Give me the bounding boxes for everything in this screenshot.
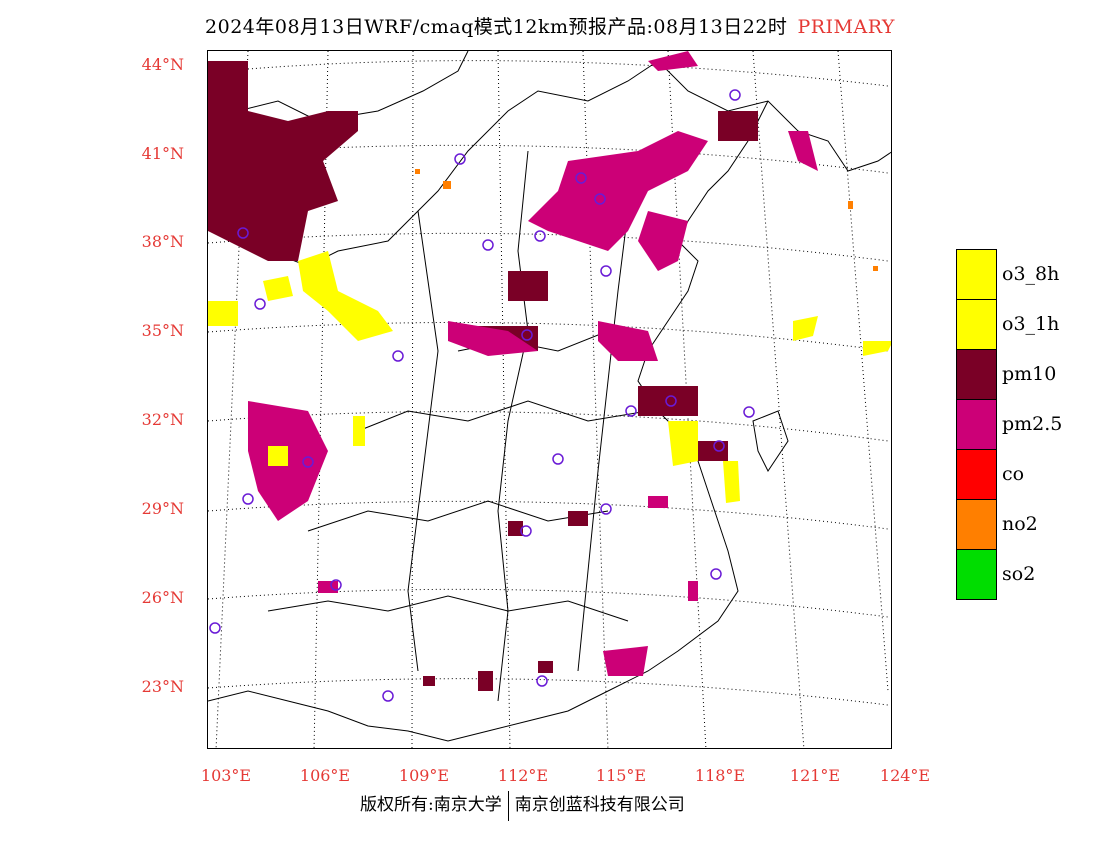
legend-label: so2 bbox=[1002, 563, 1036, 585]
legend-swatch bbox=[956, 249, 997, 300]
legend-label: co bbox=[1002, 463, 1025, 485]
lon-label-103: 103°E bbox=[200, 766, 252, 785]
footer-separator bbox=[507, 790, 509, 821]
map-canvas bbox=[208, 51, 891, 748]
lat-label-23: 23°N bbox=[141, 677, 184, 696]
map-title: 2024年08月13日WRF/cmaq模式12km预报产品:08月13日22时 P… bbox=[0, 12, 1100, 39]
no2-dots bbox=[415, 169, 878, 271]
map-panel bbox=[207, 50, 892, 749]
title-main: 2024年08月13日WRF/cmaq模式12km预报产品:08月13日22时 bbox=[205, 16, 788, 38]
city-markers bbox=[209, 89, 755, 702]
lon-label-112: 112°E bbox=[497, 766, 549, 785]
legend-swatch bbox=[956, 449, 997, 500]
lon-label-106: 106°E bbox=[299, 766, 351, 785]
legend-label: o3_8h bbox=[1002, 263, 1060, 285]
copyright-footer: 版权所有:南京大学 南京创蓝科技有限公司 bbox=[360, 790, 685, 821]
lat-label-35: 35°N bbox=[141, 321, 184, 340]
lat-label-26: 26°N bbox=[141, 588, 184, 607]
legend-swatch bbox=[956, 349, 997, 400]
legend-label: pm2.5 bbox=[1002, 413, 1063, 435]
legend-swatch bbox=[956, 549, 997, 600]
legend-label: pm10 bbox=[1002, 363, 1057, 385]
legend-swatch bbox=[956, 399, 997, 450]
lon-label-109: 109°E bbox=[398, 766, 450, 785]
lat-label-38: 38°N bbox=[141, 232, 184, 251]
legend-swatch bbox=[956, 499, 997, 550]
lat-label-32: 32°N bbox=[141, 410, 184, 429]
lat-label-29: 29°N bbox=[141, 499, 184, 518]
legend-label: no2 bbox=[1002, 513, 1038, 535]
footer-right: 南京创蓝科技有限公司 bbox=[514, 795, 685, 815]
lon-label-118: 118°E bbox=[694, 766, 746, 785]
lon-label-124: 124°E bbox=[879, 766, 931, 785]
pm25-areas bbox=[248, 51, 818, 676]
title-tag: PRIMARY bbox=[797, 16, 895, 38]
ozone-areas bbox=[208, 251, 891, 503]
legend-swatch bbox=[956, 299, 997, 350]
legend-label: o3_1h bbox=[1002, 313, 1060, 335]
lon-label-121: 121°E bbox=[789, 766, 841, 785]
lat-label-41: 41°N bbox=[141, 144, 184, 163]
lon-label-115: 115°E bbox=[595, 766, 647, 785]
footer-left: 版权所有:南京大学 bbox=[360, 795, 502, 815]
lat-label-44: 44°N bbox=[141, 55, 184, 74]
